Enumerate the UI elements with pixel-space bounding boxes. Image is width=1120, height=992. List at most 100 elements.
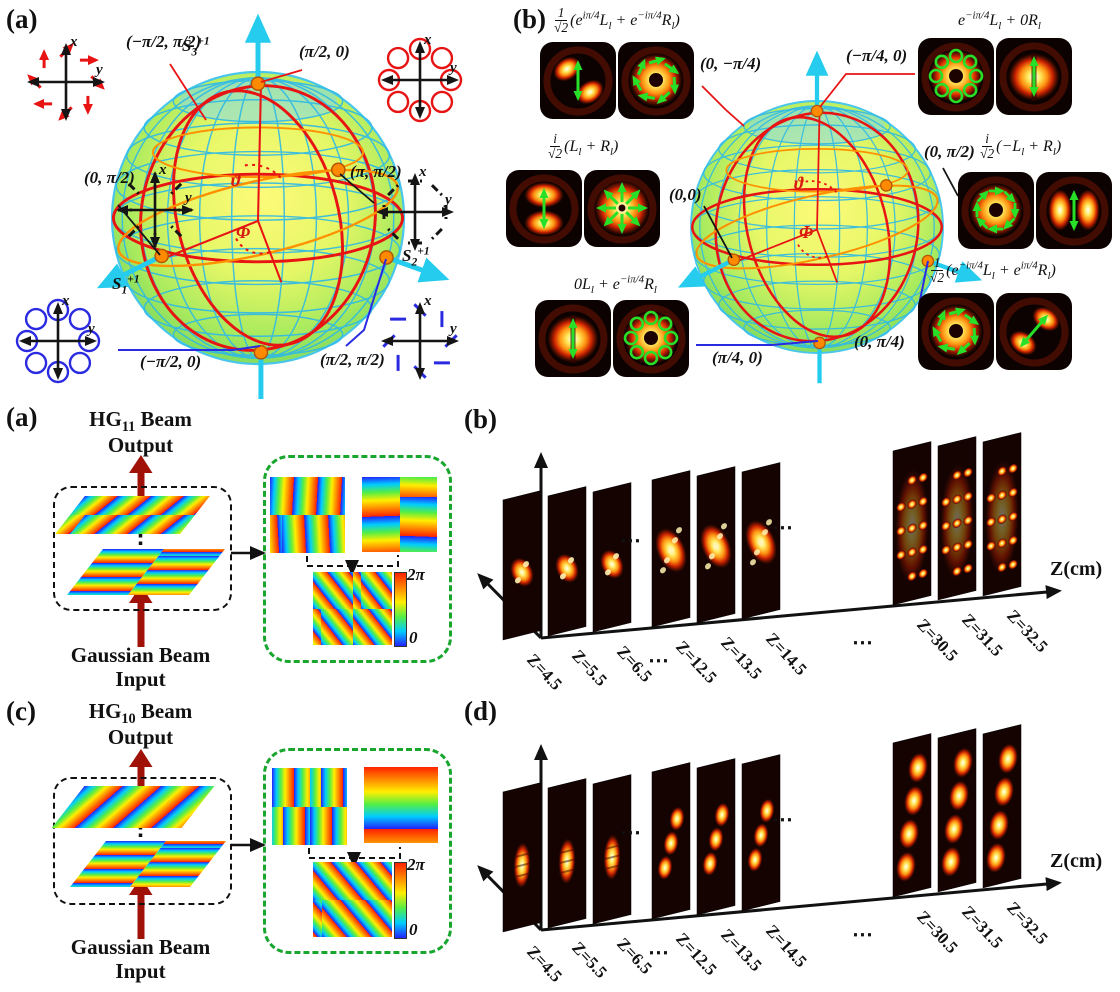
beam-image — [918, 38, 994, 115]
polarization-inset-blue-linear — [381, 302, 459, 380]
inset-y-label: y — [88, 321, 95, 337]
ellipsis: ⋯ — [648, 648, 672, 672]
coord-label: (0,0) — [669, 185, 702, 204]
inset-y-label: y — [450, 321, 457, 337]
input-beam-title2: Input — [115, 959, 166, 983]
inset-x-label: x — [424, 32, 432, 48]
colorbar-max-label: 2π — [407, 855, 425, 874]
input-beam-title: Gaussian Beam — [70, 935, 211, 959]
inset-x-label: x — [70, 34, 78, 50]
coord-label: (π/2, 0) — [299, 42, 350, 61]
inset-y-label: y — [185, 190, 192, 206]
beam-image — [958, 172, 1034, 249]
panel-tag-c-bottom: (c) — [6, 696, 36, 726]
spp-stack-box — [53, 777, 232, 905]
output-beam-title: HG10 Beam — [88, 699, 193, 728]
mask-combine-connector — [306, 555, 399, 576]
inset-y-label: y — [450, 60, 457, 76]
inset-x-label: x — [62, 293, 70, 309]
inset-x-label: x — [159, 162, 167, 178]
phase-mask-2 — [362, 477, 437, 552]
output-beam-title2: Output — [107, 433, 174, 457]
coord-label: (π/2, π/2) — [320, 350, 385, 369]
axis-label-s1: S1+1 — [112, 272, 140, 297]
phase-mask-2 — [364, 767, 438, 843]
ellipsis: ⋯ — [852, 630, 876, 654]
polarization-inset-blue-circular — [15, 298, 101, 384]
panel-tag-d-bottom: (d) — [464, 696, 497, 726]
coord-label: (−π/4, 0) — [846, 46, 908, 65]
axis-label-s2: S2+1 — [402, 244, 430, 269]
ellipsis: ⋯ — [620, 528, 644, 552]
beam-image — [996, 293, 1072, 370]
beam-generation-propagation-panel — [129, 432, 1062, 939]
phase-mask-combined — [313, 572, 392, 645]
output-beam-arrow — [129, 749, 153, 803]
colorbar-min-label: 0 — [409, 628, 418, 647]
colorbar-max-label: 2π — [407, 565, 425, 584]
colorbar-min-label: 0 — [409, 920, 418, 939]
leader-lines-a — [117, 63, 387, 351]
coord-label: (−π/2, π/2) — [126, 32, 202, 51]
inset-y-label: y — [96, 62, 103, 78]
output-beam-arrow — [129, 455, 153, 511]
propagation-frames-d — [501, 724, 1022, 934]
beam-image — [584, 170, 660, 247]
phi-label-b: Φ — [799, 222, 814, 242]
z-axis-label: Z(cm) — [1050, 558, 1103, 580]
ellipsis: ⋯ — [852, 922, 876, 946]
phi-label-a: Φ — [236, 222, 251, 242]
panel-tag-a-top: (a) — [6, 4, 38, 34]
inset-y-label: y — [445, 192, 452, 208]
beam-image — [1036, 172, 1112, 249]
z-axis-label: Z(cm) — [1050, 850, 1103, 872]
input-beam-title2: Input — [115, 667, 166, 691]
beam-image — [535, 300, 611, 377]
output-beam-title2: Output — [107, 725, 174, 749]
coord-label: (0, π/2) — [84, 168, 135, 187]
inset-x-label: x — [424, 293, 432, 309]
coord-label: (π/4, 0) — [712, 348, 763, 367]
state-formula-4: i √2 (−Ll + Rl) — [980, 131, 1062, 162]
beam-image — [506, 170, 582, 247]
phase-colorbar — [394, 862, 407, 939]
polarization-inset-red-circular — [377, 37, 463, 123]
state-formula-5: 0Ll + e−iπ/4Rl — [574, 273, 657, 297]
coord-label: (0, π/4) — [854, 332, 905, 351]
panel-tag-b-top: (b) — [513, 4, 546, 34]
axis-label-s3: S3+1 — [182, 34, 210, 59]
input-beam-title: Gaussian Beam — [70, 643, 211, 667]
ellipsis: ⋯ — [648, 940, 672, 964]
phase-mask-detail-box — [263, 748, 452, 954]
theta-label-a: ϑ — [231, 170, 241, 190]
output-beam-title: HG11 Beam — [89, 407, 192, 436]
phase-mask-combined — [313, 862, 392, 937]
coord-label: (0, π/2) — [924, 142, 975, 161]
panel-tag-b-bottom: (b) — [464, 404, 497, 434]
theta-label-b: ϑ — [794, 173, 804, 193]
phase-mask-1 — [272, 768, 347, 845]
propagation-frames-b — [502, 432, 1022, 641]
spp-stack-box — [53, 486, 232, 611]
beam-image — [918, 293, 994, 370]
beam-image — [618, 42, 694, 119]
state-formula-2: e−iπ/4Ll + 0Rl — [958, 9, 1041, 33]
phase-mask-1 — [270, 477, 345, 553]
state-formula-1: 1 √2 (eiπ/4Ll + e−iπ/4Rl) — [554, 5, 680, 36]
phase-colorbar — [394, 572, 407, 647]
ellipsis: ⋯ — [772, 515, 796, 539]
poincare-spheres-panel — [15, 0, 1120, 400]
state-formula-3: i √2 (Ll + Rl) — [548, 131, 619, 162]
beam-image — [613, 300, 689, 377]
inset-x-label: x — [419, 164, 427, 180]
ellipsis: ⋯ — [620, 820, 644, 844]
coord-label: (0, −π/4) — [700, 54, 762, 73]
state-formula-6: 1 √2 (e−iπ/4Ll + eiπ/4Rl) — [930, 255, 1056, 286]
ellipsis: ⋯ — [772, 807, 796, 831]
phase-mask-detail-box — [263, 455, 452, 663]
poincare-sphere-a — [110, 37, 427, 399]
beam-image — [996, 38, 1072, 115]
coord-label: (−π/2, 0) — [140, 352, 202, 371]
coord-label: (π, π/2) — [350, 162, 402, 181]
